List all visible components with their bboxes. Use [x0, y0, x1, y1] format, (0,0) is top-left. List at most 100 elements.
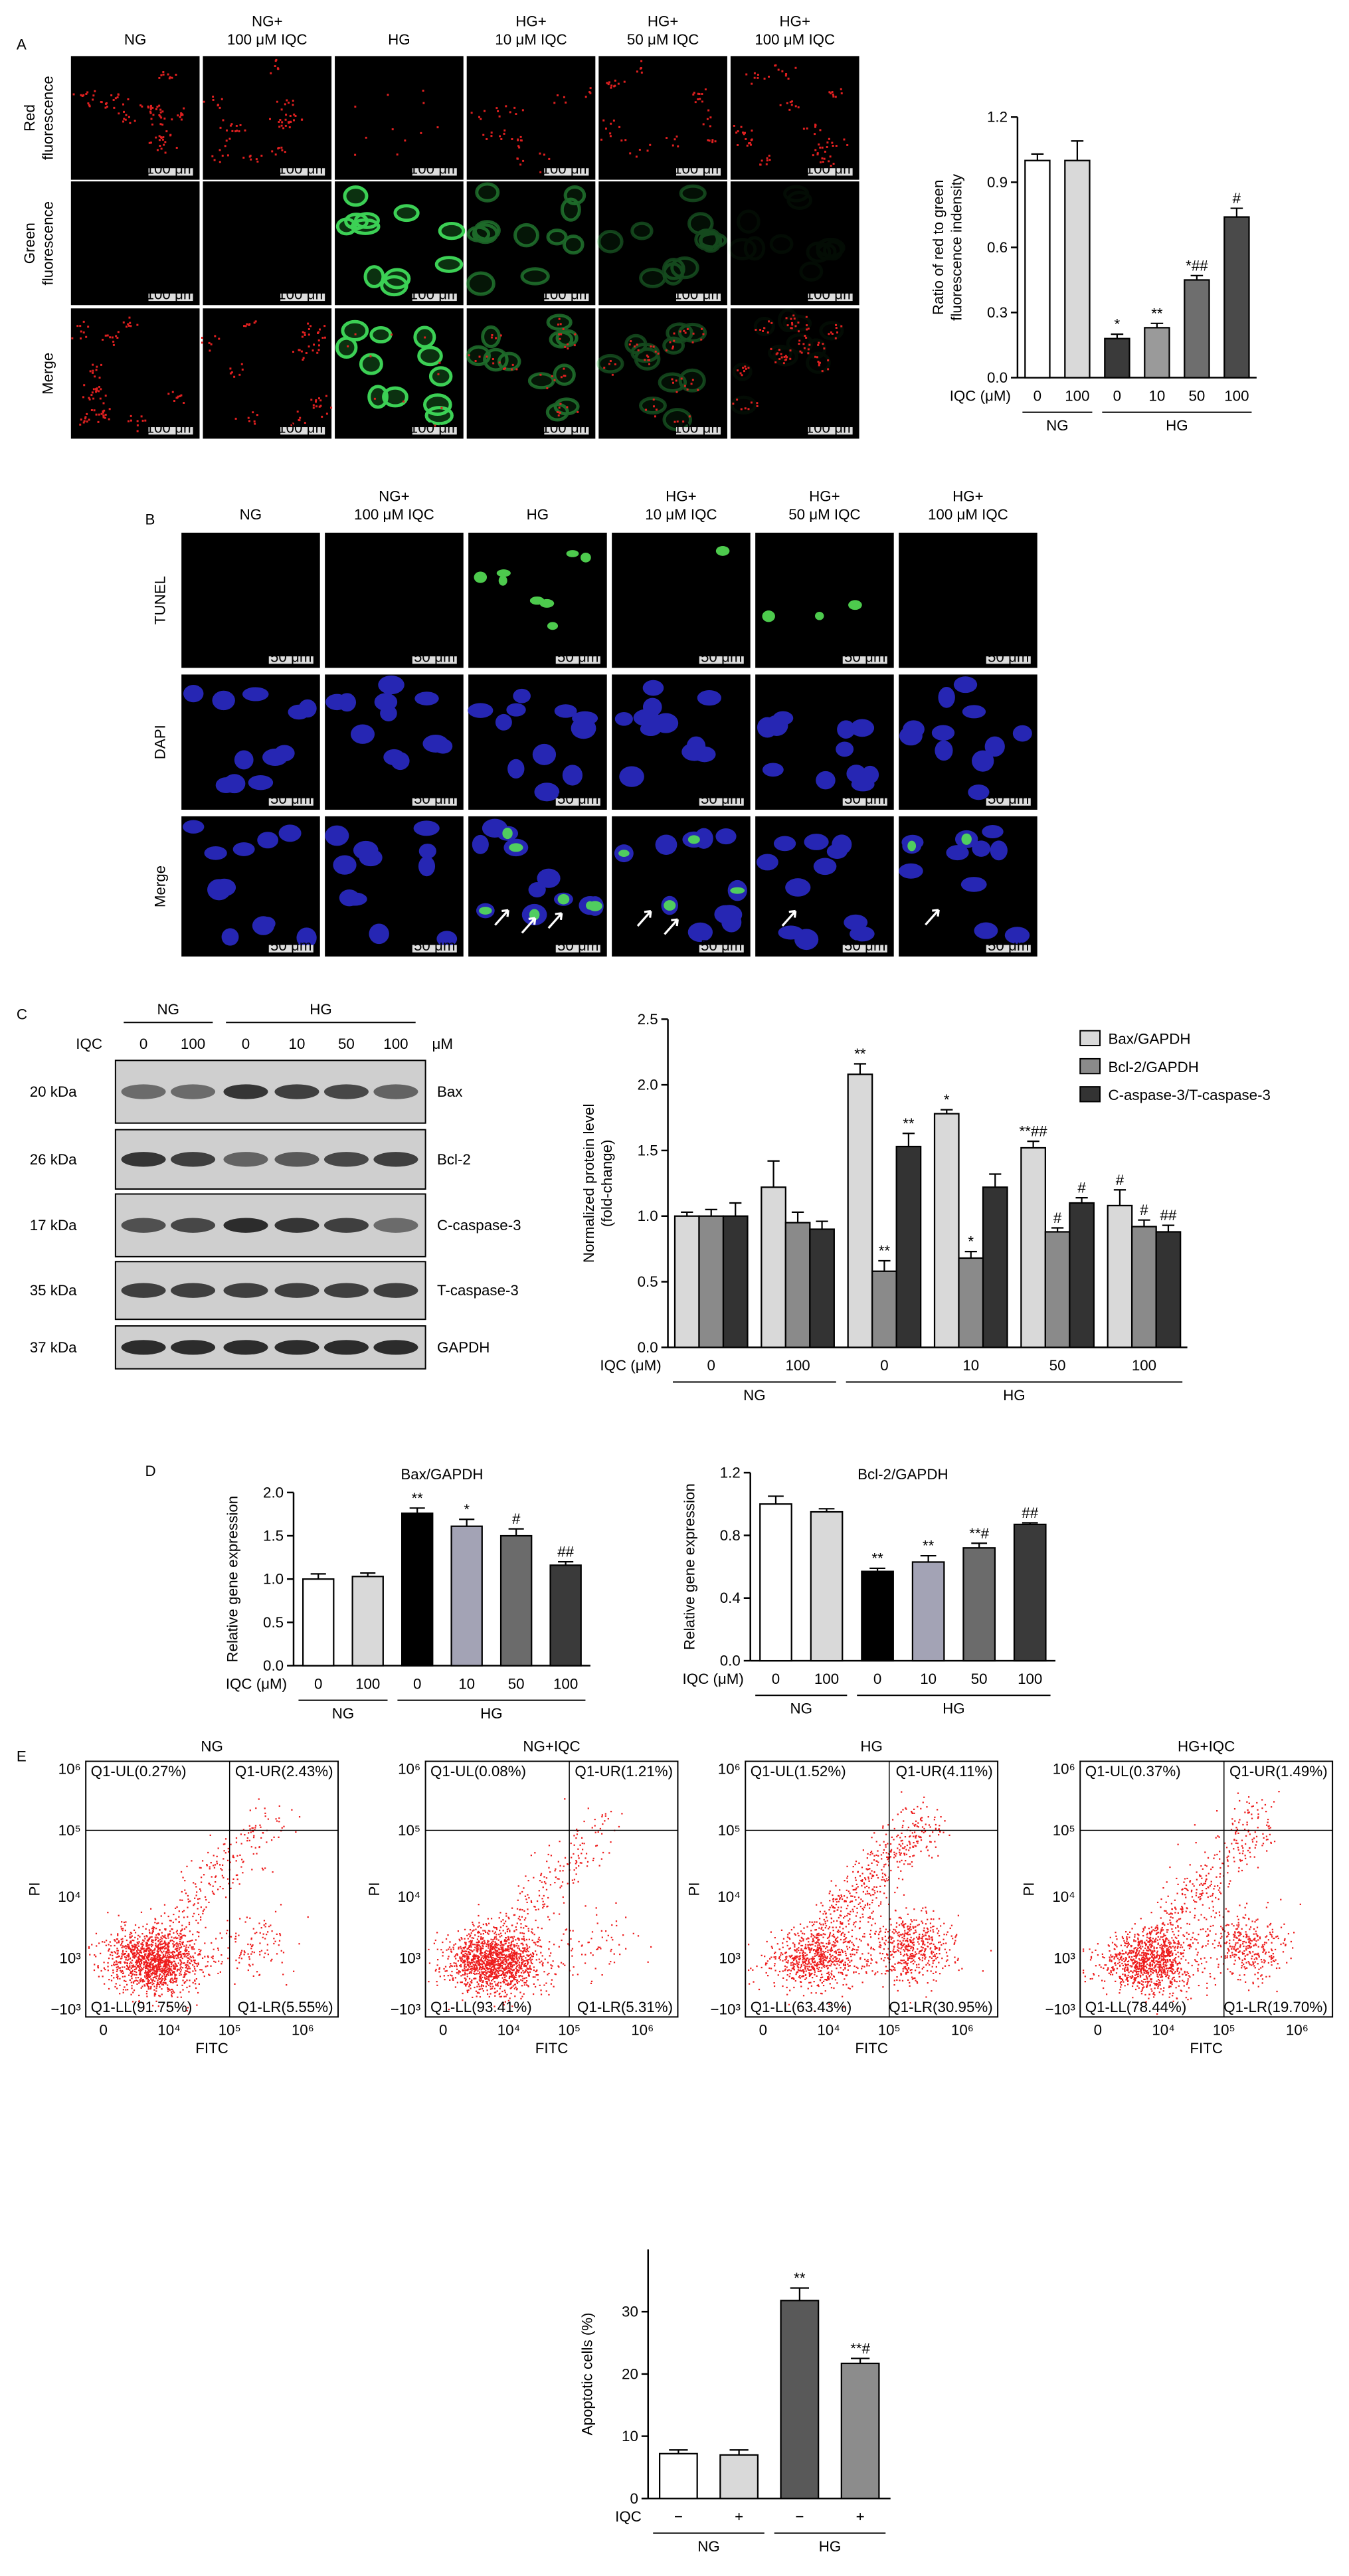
group-label: HG	[1003, 1387, 1026, 1404]
bar	[351, 1576, 384, 1667]
significance-label: #	[1116, 1172, 1124, 1188]
blot-band	[171, 1340, 216, 1355]
x-tick-label: 10⁴	[497, 2022, 520, 2039]
x-tick-label: 100	[785, 1357, 810, 1374]
row-label: Red	[21, 104, 38, 132]
row-label: Green	[21, 223, 38, 264]
tunel-signal	[715, 546, 730, 556]
red-signal	[347, 333, 443, 427]
green-signal	[597, 184, 727, 288]
micrograph	[203, 181, 332, 306]
x-tick-label: 50	[508, 1675, 525, 1692]
scale-bar-label: 100 μm	[278, 419, 327, 436]
x-tick-label: 100	[1132, 1357, 1156, 1374]
y-tick-label: 10⁶	[1053, 1761, 1075, 1778]
bar	[810, 1511, 844, 1662]
scale-bar-label: 100 μm	[410, 419, 460, 436]
y-tick-label: 0.8	[720, 1527, 741, 1544]
legend-swatch	[1079, 1030, 1101, 1047]
quadrant-label: Q1-UL(0.27%)	[91, 1763, 187, 1780]
significance-label: *##	[1186, 257, 1208, 274]
bar	[780, 2300, 820, 2500]
scale-bar-label: 100 μm	[806, 419, 855, 436]
y-axis-label: PI	[1021, 1882, 1037, 1896]
x-axis-label: IQC (μM)	[226, 1675, 287, 1692]
arrow	[781, 909, 797, 927]
y-tick-label: 30	[622, 2304, 638, 2320]
group-label: NG	[743, 1387, 766, 1404]
significance-label: **#	[969, 1525, 989, 1542]
band-protein: GAPDH	[437, 1339, 490, 1356]
row-label: DAPI	[151, 725, 168, 759]
scale-bar	[148, 427, 193, 435]
flow-events	[428, 1798, 652, 2011]
flow-title: HG	[860, 1738, 882, 1755]
lane-label: 100	[181, 1036, 205, 1052]
panel-label: D	[145, 1463, 156, 1479]
nuclei	[468, 688, 598, 802]
bar	[962, 1547, 996, 1662]
bar	[1131, 1226, 1157, 1348]
bar	[761, 1186, 786, 1348]
x-tick-label: 100	[1018, 1671, 1042, 1687]
y-tick-label: 0.0	[263, 1657, 284, 1674]
nuclei	[757, 711, 879, 792]
blot-band	[274, 1152, 319, 1167]
x-axis-label: IQC (μM)	[600, 1357, 661, 1374]
x-axis-label: FITC	[1190, 2040, 1223, 2057]
significance-label: #	[1053, 1210, 1062, 1226]
x-axis-label: IQC	[615, 2508, 642, 2525]
bar	[401, 1513, 434, 1667]
y-tick-label: 10⁴	[1052, 1888, 1075, 1905]
scale-bar-label: 50 μm	[988, 790, 1030, 807]
nuclei	[614, 680, 721, 787]
scale-bar-label: 100 μm	[278, 286, 327, 302]
scale-bar-label: 50 μm	[701, 937, 743, 954]
x-tick-label: 50	[1188, 387, 1205, 404]
y-axis-label: (fold-change)	[598, 1140, 615, 1228]
scale-bar-label: 100 μm	[146, 161, 196, 177]
quadrant-label: Q1-UR(2.43%)	[235, 1763, 333, 1780]
bar	[499, 1534, 533, 1667]
scale-bar	[808, 427, 853, 435]
scale-bar	[280, 168, 325, 176]
micrograph	[598, 181, 727, 306]
column-header: HG+	[952, 488, 984, 505]
micrograph	[899, 674, 1037, 810]
y-tick-label: 0.0	[987, 369, 1008, 386]
flow-frame	[745, 1760, 999, 2018]
x-axis-label: IQC (μM)	[950, 387, 1011, 404]
scale-bar-label: 50 μm	[270, 937, 312, 954]
scale-bar	[699, 798, 744, 806]
bar	[1064, 159, 1091, 379]
nuclei	[614, 828, 747, 943]
x-tick-label: 0	[100, 2022, 108, 2039]
flow-frame	[1079, 1760, 1334, 2018]
scale-bar	[675, 427, 721, 435]
band-protein: T-caspase-3	[437, 1282, 519, 1299]
micrograph	[755, 674, 894, 810]
red-signal	[72, 71, 185, 154]
x-tick-label: 0	[880, 1357, 888, 1374]
scale-bar	[148, 293, 193, 302]
significance-label: ##	[1160, 1207, 1177, 1224]
y-tick-label: 1.0	[638, 1208, 658, 1224]
nuclei	[183, 684, 317, 794]
scale-bar	[555, 798, 600, 806]
quadrant-label: Q1-LL(91.75%)	[91, 1999, 193, 2015]
quadrant-label: Q1-UR(4.11%)	[896, 1763, 993, 1780]
row-label: TUNEL	[151, 576, 168, 624]
bar	[698, 1215, 725, 1348]
bar	[1044, 1231, 1071, 1348]
y-tick-label: 10⁵	[58, 1822, 81, 1839]
panel-label: E	[17, 1748, 27, 1765]
x-tick-label: 100	[355, 1675, 380, 1692]
group-label: HG	[480, 1705, 502, 1722]
blot-band	[223, 1218, 268, 1233]
quadrant-label: Q1-LL(78.44%)	[1085, 1999, 1187, 2015]
micrograph	[466, 181, 596, 306]
group-label: NG	[332, 1705, 355, 1722]
bar	[1069, 1202, 1095, 1348]
tunel-signal	[762, 600, 862, 622]
tunel-signal	[479, 828, 602, 921]
